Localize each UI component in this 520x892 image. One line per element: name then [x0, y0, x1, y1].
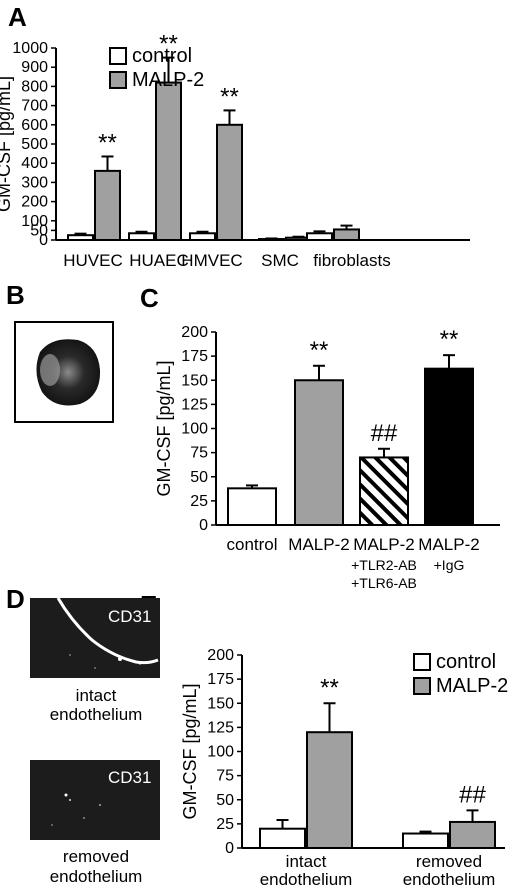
bar-control: [189, 232, 216, 241]
chart-e-y-tick-label: 0: [225, 840, 234, 857]
bar-control: [402, 832, 449, 850]
caption-removed-line1: removed: [63, 847, 129, 866]
chart-e-y-tick-label: 75: [216, 768, 234, 785]
chart-a-legend-label: control: [132, 45, 192, 67]
chart-a-y-tick-label: 50: [30, 222, 48, 239]
category-label: fibroblasts: [313, 251, 390, 270]
bar-malp2: [155, 81, 182, 241]
category-label: endothelium: [260, 870, 353, 889]
cd31-label-intact: CD31: [108, 607, 151, 626]
vessel-ring-photo: [14, 321, 114, 423]
category-label: SMC: [261, 251, 299, 270]
chart-a-y-tick-label: 0: [39, 232, 48, 249]
significance-label: **: [159, 31, 178, 58]
bar-malp2-tlr-antibodies: [359, 456, 409, 527]
category-label: MALP-2: [353, 535, 414, 554]
significance-label: **: [310, 337, 329, 364]
panel-letter-d: D: [6, 584, 25, 614]
chart-e-legend-swatch: [413, 677, 431, 695]
chart-a-y-tick-label: 200: [21, 194, 48, 211]
significance-label: ##: [371, 420, 398, 447]
chart-a-y-tick-label: 500: [21, 136, 48, 153]
category-label: MALP-2: [288, 535, 349, 554]
category-label: MALP-2: [418, 535, 479, 554]
category-label: control: [226, 535, 277, 554]
bar-malp2-igg: [424, 367, 474, 527]
bar-control: [306, 232, 333, 241]
chart-c-y-tick-label: 50: [190, 469, 208, 486]
chart-a-y-tick-label: 1000: [12, 40, 48, 57]
chart-c-y-tick-label: 100: [181, 421, 208, 438]
chart-c: 0 25 50 75 100 125 150 175 200 GM-CSF [pg/mL] cont…: [154, 324, 500, 591]
chart-a-y-tick-label: 700: [21, 98, 48, 115]
chart-c-y-tick-label: 150: [181, 372, 208, 389]
bar-malp2: [333, 228, 360, 242]
chart-e-y-tick-label: 175: [207, 671, 234, 688]
chart-c-y-tick-label: 200: [181, 324, 208, 341]
chart-a-y-tick-label: 300: [21, 174, 48, 191]
cd31-label-removed: CD31: [108, 768, 151, 787]
chart-e: 0 25 50 75 100 125 150 175 200 GM-CSF [pg/mL] ** in…: [180, 647, 508, 889]
chart-c-y-tick-label: 175: [181, 348, 208, 365]
category-label: endothelium: [403, 870, 496, 889]
chart-a-y-tick-label: 100: [21, 213, 48, 230]
bar-control: [258, 238, 285, 241]
category-sublabel: +TLR6-AB: [351, 575, 417, 591]
panel-letter-c: C: [140, 283, 159, 313]
bar-malp2: [216, 123, 243, 241]
chart-e-y-tick-label: 100: [207, 744, 234, 761]
significance-label: **: [320, 674, 339, 701]
significance-label: **: [440, 326, 459, 353]
bar-control: [227, 487, 277, 526]
chart-a-y-tick-label: 800: [21, 78, 48, 95]
chart-c-y-tick-label: 125: [181, 396, 208, 413]
chart-a-y-tick-label: 900: [21, 59, 48, 76]
category-sublabel: +TLR2-AB: [351, 557, 417, 573]
chart-a-legend-swatch: [109, 71, 127, 89]
chart-c-y-tick-label: 25: [190, 493, 208, 510]
bar-malp2: [294, 379, 344, 526]
micrograph-intact: CD31: [30, 597, 160, 678]
significance-label: **: [220, 83, 239, 110]
chart-e-y-tick-label: 50: [216, 792, 234, 809]
chart-a-y-tick-label: 400: [21, 155, 48, 172]
chart-c-y-tick-label: 75: [190, 445, 208, 462]
bar-control: [67, 234, 94, 241]
significance-label: **: [98, 129, 117, 156]
chart-a-legend-label: MALP-2: [132, 69, 204, 91]
category-sublabel: +IgG: [434, 557, 465, 573]
chart-e-legend-label: MALP-2: [436, 675, 508, 697]
chart-e-y-tick-label: 25: [216, 816, 234, 833]
chart-a-y-tick-label: 600: [21, 117, 48, 134]
bar-malp2: [94, 169, 121, 242]
chart-c-y-tick-label: 0: [199, 517, 208, 534]
chart-a-legend-swatch: [109, 47, 127, 65]
bar-malp2: [306, 731, 353, 850]
category-label: HUVEC: [63, 251, 123, 270]
caption-intact-line2: endothelium: [50, 705, 143, 724]
bar-control: [259, 827, 306, 850]
caption-removed-line2: endothelium: [50, 867, 143, 886]
chart-c-y-axis-label: GM-CSF [pg/mL]: [154, 360, 174, 496]
category-label: intact: [286, 852, 327, 871]
chart-e-y-axis-label: GM-CSF [pg/mL]: [180, 683, 200, 819]
chart-e-legend-swatch: [413, 653, 431, 671]
category-label: HMVEC: [181, 251, 242, 270]
panel-letter-a: A: [8, 2, 27, 32]
micrograph-removed: CD31: [30, 760, 160, 840]
chart-e-y-tick-label: 200: [207, 647, 234, 664]
category-label: HUAEC: [129, 251, 189, 270]
category-label: removed: [416, 852, 482, 871]
chart-e-legend-label: control: [436, 651, 496, 673]
panel-letter-b: B: [6, 280, 25, 310]
significance-label: ##: [459, 781, 486, 808]
chart-e-y-tick-label: 125: [207, 719, 234, 736]
bar-malp2: [449, 820, 496, 850]
chart-a-y-axis-label: GM-CSF [pg/mL]: [0, 76, 14, 212]
caption-intact-line1: intact: [76, 686, 117, 705]
chart-e-y-tick-label: 150: [207, 695, 234, 712]
bar-control: [128, 232, 155, 241]
